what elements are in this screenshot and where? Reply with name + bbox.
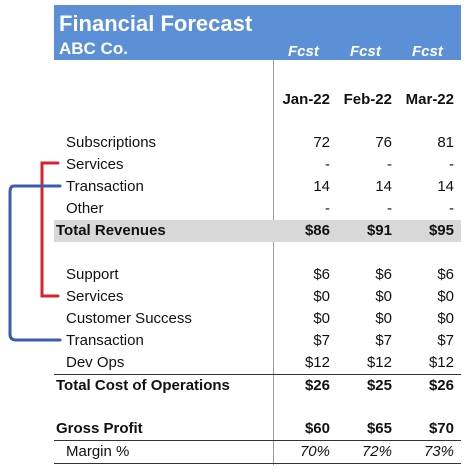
row-support: Support $6 $6 $6: [54, 264, 461, 286]
row-label: Other: [66, 200, 104, 217]
row-label: Transaction: [66, 332, 144, 349]
cell-mar: 73%: [423, 443, 454, 460]
cell-mar: 14: [437, 178, 454, 195]
column-divider: [273, 60, 274, 465]
cell-mar: 81: [437, 134, 454, 151]
cell-feb: $65: [366, 420, 392, 437]
forecast-header: Financial Forecast ABC Co. Fcst Fcst Fcs…: [54, 5, 461, 60]
cell-jan: $7: [313, 332, 330, 349]
row-label: Support: [66, 266, 119, 283]
cell-jan: -: [325, 200, 330, 217]
cell-jan: $0: [313, 288, 330, 305]
row-services-cost: Services $0 $0 $0: [54, 286, 461, 308]
column-header-feb: Feb-22: [343, 91, 392, 108]
cell-jan: -: [325, 156, 330, 173]
cell-jan: $12: [304, 354, 330, 371]
cell-jan: $0: [313, 310, 330, 327]
cell-jan: 72: [313, 134, 330, 151]
row-customer-success: Customer Success $0 $0 $0: [54, 308, 461, 330]
cell-mar: $26: [428, 377, 454, 394]
row-subscriptions: Subscriptions 72 76 81: [54, 132, 461, 154]
cell-feb: 76: [375, 134, 392, 151]
forecast-tag-2: Fcst: [350, 43, 381, 60]
row-label: Customer Success: [66, 310, 192, 327]
row-label: Margin %: [66, 443, 130, 460]
row-label: Subscriptions: [66, 134, 157, 151]
cell-mar: $0: [437, 288, 454, 305]
row-label: Gross Profit: [56, 420, 143, 437]
page-title: Financial Forecast: [59, 11, 253, 36]
row-gross-profit: Gross Profit $60 $65 $70: [54, 418, 461, 441]
cell-mar: $6: [437, 266, 454, 283]
transaction-bracket: [8, 184, 62, 342]
cell-feb: -: [387, 156, 392, 173]
cell-jan: $60: [304, 420, 330, 437]
cell-jan: 14: [313, 178, 330, 195]
cell-feb: 72%: [361, 443, 392, 460]
cell-mar: -: [449, 156, 454, 173]
row-margin: Margin % 70% 72% 73%: [54, 441, 461, 464]
forecast-tag-3: Fcst: [412, 43, 443, 60]
row-label: Services: [66, 156, 124, 173]
row-total-revenues: Total Revenues $86 $91 $95: [54, 220, 461, 242]
row-label: Dev Ops: [66, 354, 125, 371]
cell-feb: 14: [375, 178, 392, 195]
cell-jan: $86: [304, 222, 330, 239]
cell-feb: $0: [375, 310, 392, 327]
cell-feb: $25: [366, 377, 392, 394]
company-name: ABC Co.: [59, 39, 128, 58]
cell-jan: $6: [313, 266, 330, 283]
row-label: Transaction: [66, 178, 144, 195]
row-label: Total Revenues: [56, 222, 166, 239]
cell-feb: $91: [366, 222, 392, 239]
row-label: Services: [66, 288, 124, 305]
cell-jan: $26: [304, 377, 330, 394]
cell-mar: -: [449, 200, 454, 217]
cell-feb: $12: [366, 354, 392, 371]
cell-mar: $12: [428, 354, 454, 371]
cell-feb: $7: [375, 332, 392, 349]
row-dev-ops: Dev Ops $12 $12 $12: [54, 352, 461, 374]
row-total-cost: Total Cost of Operations $26 $25 $26: [54, 374, 461, 397]
cell-jan: 70%: [299, 443, 330, 460]
column-header-mar: Mar-22: [405, 91, 454, 108]
row-label: Total Cost of Operations: [56, 377, 230, 394]
row-transaction-revenue: Transaction 14 14 14: [54, 176, 461, 198]
cell-feb: $0: [375, 288, 392, 305]
row-transaction-cost: Transaction $7 $7 $7: [54, 330, 461, 352]
column-header-jan: Jan-22: [282, 91, 330, 108]
cell-mar: $0: [437, 310, 454, 327]
cell-feb: -: [387, 200, 392, 217]
cell-feb: $6: [375, 266, 392, 283]
cell-mar: $7: [437, 332, 454, 349]
forecast-tag-1: Fcst: [288, 43, 319, 60]
row-services-revenue: Services - - -: [54, 154, 461, 176]
cell-mar: $95: [428, 222, 454, 239]
cell-mar: $70: [428, 420, 454, 437]
row-other: Other - - -: [54, 198, 461, 220]
